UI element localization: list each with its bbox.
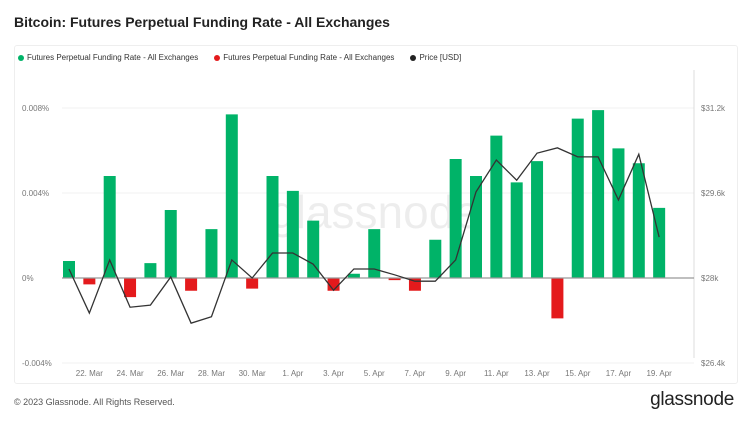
bar-15-Apr — [571, 118, 584, 278]
legend-item-price[interactable]: Price [USD] — [410, 53, 461, 62]
x-tick-label: 9. Apr — [445, 369, 466, 378]
legend-label: Futures Perpetual Funding Rate - All Exc… — [223, 53, 395, 62]
legend-dot — [214, 54, 221, 61]
x-tick-label: 5. Apr — [364, 369, 385, 378]
y2-tick-label: $26.4k — [701, 359, 726, 368]
chart-title: Bitcoin: Futures Perpetual Funding Rate … — [14, 14, 390, 30]
y-tick-label: -0.004% — [22, 359, 52, 368]
bar-4-Apr — [347, 273, 360, 278]
y-tick-label: 0% — [22, 274, 34, 283]
y-tick-label: 0.004% — [22, 189, 49, 198]
copyright: © 2023 Glassnode. All Rights Reserved. — [14, 397, 175, 407]
bar-17-Apr — [612, 148, 625, 278]
bar-2-Apr — [307, 220, 320, 278]
bar-24-Mar — [124, 278, 137, 298]
x-tick-label: 26. Mar — [157, 369, 184, 378]
bar-29-Mar — [225, 114, 238, 278]
legend-dot — [18, 54, 24, 61]
legend: Futures Perpetual Funding Rate - All Exc… — [18, 53, 461, 62]
x-tick-label: 3. Apr — [323, 369, 344, 378]
legend-item-positive[interactable]: Futures Perpetual Funding Rate - All Exc… — [18, 53, 198, 62]
x-tick-label: 28. Mar — [198, 369, 225, 378]
bar-1-Apr — [286, 190, 299, 278]
bar-5-Apr — [368, 229, 381, 278]
bar-25-Mar — [144, 263, 157, 278]
x-tick-label: 7. Apr — [404, 369, 425, 378]
x-tick-label: 30. Mar — [239, 369, 266, 378]
y2-tick-label: $28k — [701, 274, 719, 283]
x-tick-label: 1. Apr — [282, 369, 303, 378]
chart-panel — [14, 45, 738, 384]
bar-26-Mar — [164, 210, 177, 278]
x-tick-label: 17. Apr — [606, 369, 632, 378]
bar-13-Apr — [531, 161, 544, 278]
bar-22-Mar — [83, 278, 96, 285]
price-line — [68, 147, 660, 324]
bar-12-Apr — [510, 182, 523, 278]
x-tick-label: 22. Mar — [76, 369, 103, 378]
y-tick-label: 0.008% — [22, 104, 49, 113]
bar-31-Mar — [266, 176, 279, 278]
legend-item-negative[interactable]: Futures Perpetual Funding Rate - All Exc… — [214, 53, 394, 62]
bar-30-Mar — [246, 278, 259, 289]
y2-tick-label: $29.6k — [701, 189, 726, 198]
x-tick-label: 15. Apr — [565, 369, 591, 378]
bar-16-Apr — [592, 110, 605, 278]
x-tick-label: 13. Apr — [524, 369, 550, 378]
bar-11-Apr — [490, 135, 503, 278]
bar-28-Mar — [205, 229, 218, 278]
bar-23-Mar — [103, 176, 116, 278]
x-tick-label: 19. Apr — [646, 369, 672, 378]
x-tick-label: 24. Mar — [116, 369, 143, 378]
bar-27-Mar — [185, 278, 198, 291]
bar-6-Apr — [388, 278, 401, 281]
bar-14-Apr — [551, 278, 564, 319]
legend-label: Futures Perpetual Funding Rate - All Exc… — [27, 53, 199, 62]
brand-logo: glassnode — [650, 389, 734, 410]
legend-dot — [410, 54, 417, 61]
x-tick-label: 11. Apr — [484, 369, 509, 378]
legend-label: Price [USD] — [419, 53, 462, 62]
y2-tick-label: $31.2k — [701, 104, 726, 113]
bar-18-Apr — [632, 163, 645, 278]
bar-8-Apr — [429, 239, 442, 278]
